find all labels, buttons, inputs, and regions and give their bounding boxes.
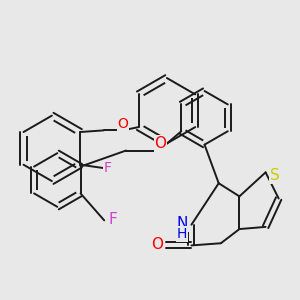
Text: O: O	[151, 237, 163, 252]
Text: O: O	[117, 118, 128, 131]
Text: O: O	[154, 136, 166, 151]
Text: F: F	[104, 161, 112, 175]
Text: H: H	[177, 227, 188, 241]
Text: S: S	[270, 168, 280, 183]
Text: N: N	[177, 216, 188, 231]
Text: F: F	[109, 212, 118, 226]
